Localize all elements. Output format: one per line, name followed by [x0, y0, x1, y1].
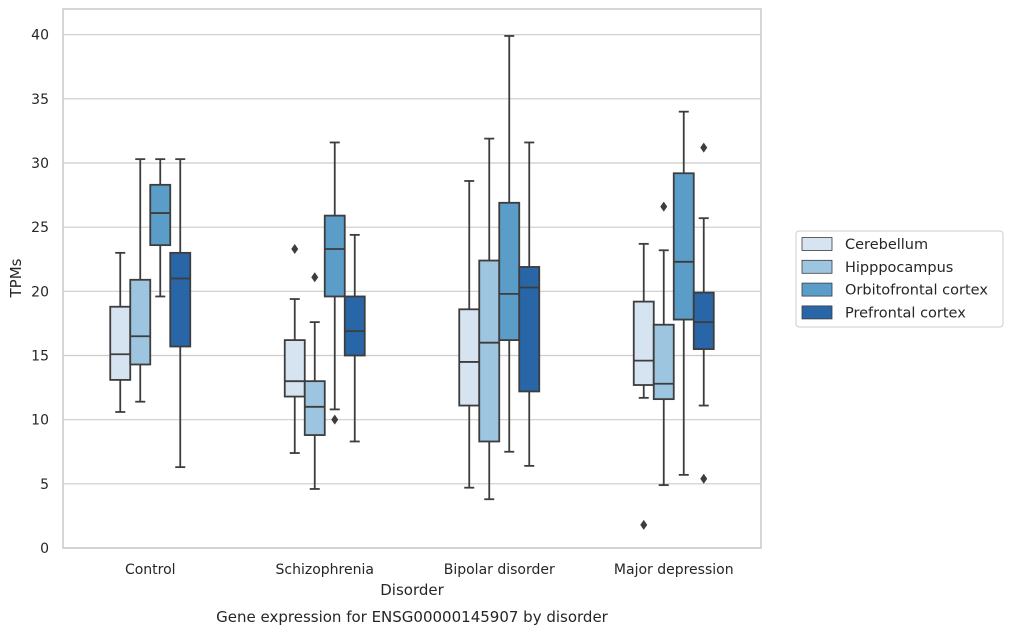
box [478, 259, 501, 443]
box [109, 305, 132, 381]
legend-label: Prefrontal cortex [845, 305, 966, 321]
outlier-point [660, 201, 668, 212]
y-tick-label: 30 [31, 156, 49, 172]
box [652, 323, 675, 401]
y-tick-label: 35 [31, 92, 49, 108]
y-tick-label: 0 [40, 541, 49, 557]
box-group [343, 233, 366, 443]
y-tick-labels: 0 5 10 15 20 25 30 35 40 [31, 28, 49, 557]
box [692, 291, 715, 350]
outlier-point [291, 243, 299, 254]
box-group [652, 201, 675, 487]
box-group [498, 35, 521, 453]
legend-frame [795, 230, 1004, 328]
y-tick-label: 40 [31, 28, 49, 44]
box-groups [109, 35, 715, 530]
legend: Cerebellum Hipppocampus Orbitofrontal cort… [795, 230, 1004, 328]
box-group [129, 158, 152, 403]
box [149, 183, 172, 247]
outlier-point [311, 272, 319, 283]
box [323, 214, 346, 298]
box-group [109, 251, 132, 413]
box-group [303, 272, 326, 490]
y-tick-label: 20 [31, 284, 49, 300]
box-group [672, 110, 695, 476]
y-tick-label: 10 [31, 413, 49, 429]
box [672, 172, 695, 321]
box [632, 300, 655, 386]
legend-swatch [801, 282, 833, 297]
box [303, 380, 326, 436]
x-axis-label: Disorder [380, 581, 444, 599]
legend-label: Orbitofrontal cortex [845, 283, 988, 299]
box [498, 201, 521, 342]
outlier-point [700, 142, 708, 153]
legend-swatch [801, 237, 833, 251]
plot-area [63, 9, 761, 548]
box-group [169, 158, 192, 469]
box-group [149, 158, 172, 298]
y-axis-label: TPMs [7, 258, 25, 298]
legend-swatch [801, 305, 833, 320]
x-tick-label: Bipolar disorder [444, 562, 555, 578]
box [169, 251, 192, 348]
box [518, 266, 541, 393]
box-group [283, 243, 306, 454]
y-tick-label: 25 [31, 220, 49, 236]
box-group [458, 180, 481, 489]
y-tick-label: 5 [40, 477, 49, 493]
x-tick-label: Schizophrenia [276, 562, 374, 578]
box [458, 308, 481, 407]
x-tick-labels: Control Schizophrenia Bipolar disorder Majo… [125, 562, 734, 578]
chart-caption: Gene expression for ENSG00000145907 by d… [216, 608, 609, 626]
outlier-point [700, 473, 708, 484]
y-tick-label: 15 [31, 349, 49, 365]
legend-label: Cerebellum [845, 237, 928, 253]
box [129, 278, 152, 366]
box-group [518, 141, 541, 467]
outlier-point [640, 519, 648, 530]
outlier-point [331, 414, 339, 425]
legend-label: Hipppocampus [845, 260, 953, 276]
box-group [692, 142, 715, 484]
box [343, 295, 366, 357]
x-tick-label: Control [125, 562, 176, 578]
box-group [323, 141, 346, 425]
legend-swatch [801, 259, 833, 274]
box-group [478, 137, 501, 501]
x-tick-label: Major depression [614, 562, 734, 578]
plot-frame [62, 8, 762, 549]
box [283, 339, 306, 398]
